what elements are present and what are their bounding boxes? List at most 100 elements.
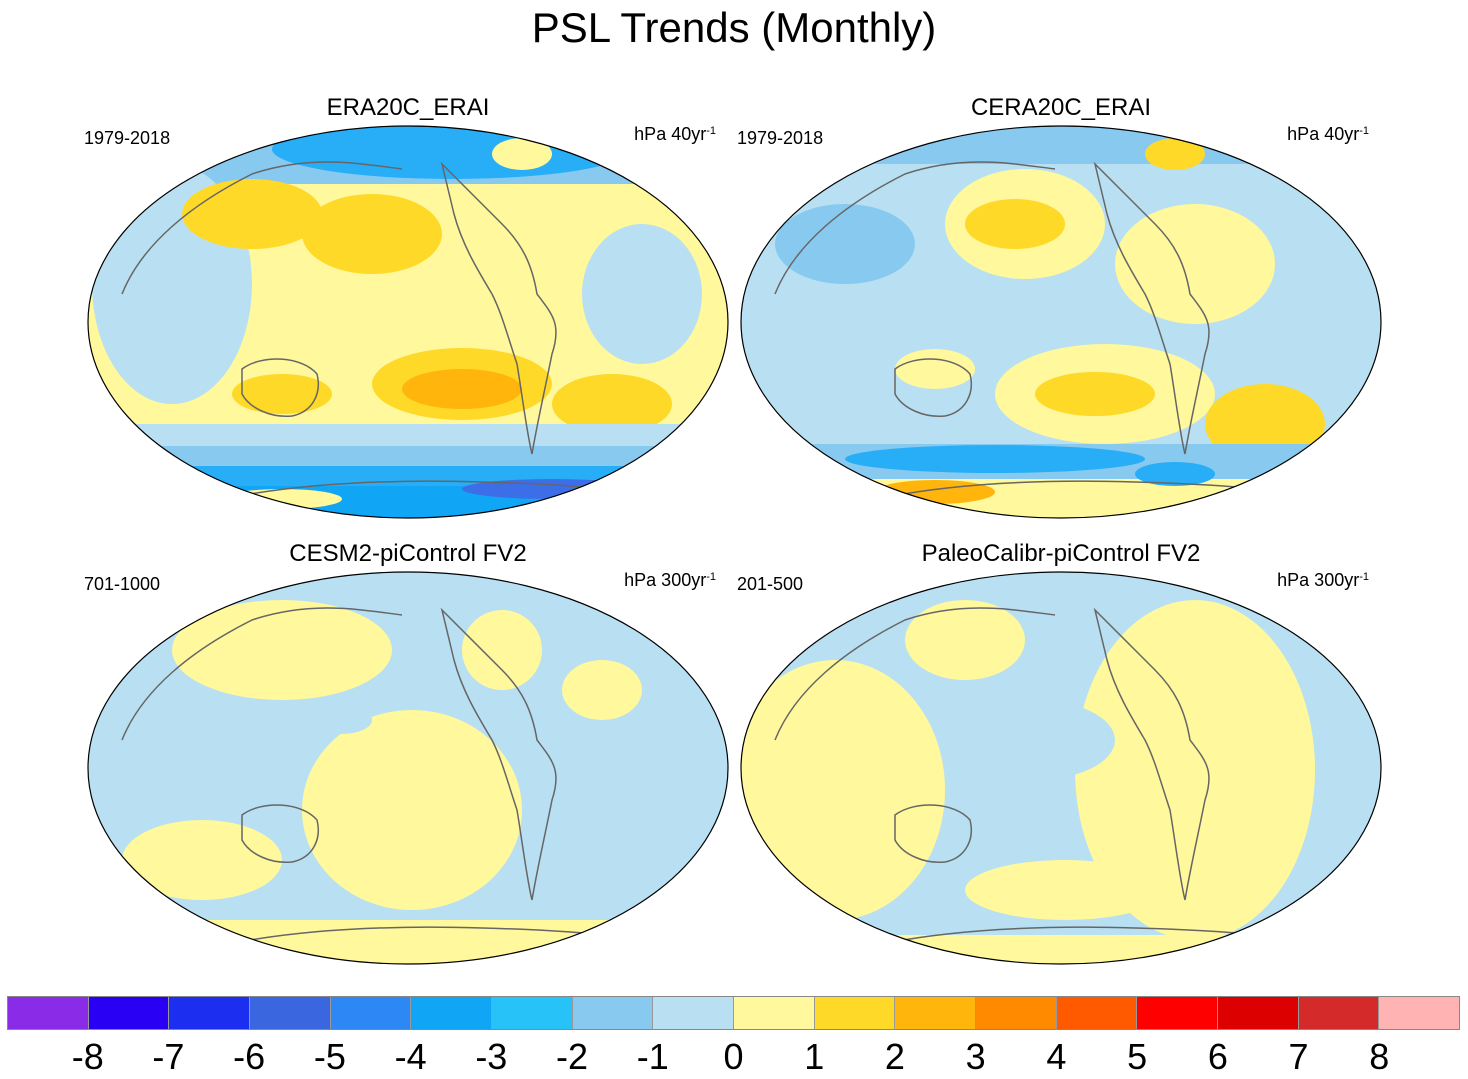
panel-unit: hPa 300yr-1 bbox=[624, 570, 716, 591]
colorbar-tick-label: -3 bbox=[475, 1036, 508, 1077]
colorbar-swatch bbox=[169, 997, 251, 1029]
field-positive-4 bbox=[965, 860, 1165, 920]
field-positive-1 bbox=[1075, 600, 1315, 940]
field-antarctic-negative bbox=[1135, 462, 1215, 486]
map-border bbox=[740, 571, 1382, 965]
colorbar-swatch bbox=[653, 997, 735, 1029]
americas-outline bbox=[1093, 161, 1210, 455]
colorbar-tick-label: 6 bbox=[1207, 1036, 1228, 1077]
colorbar-tick-label: -8 bbox=[71, 1036, 104, 1077]
map-border bbox=[740, 125, 1382, 519]
field-positive-3 bbox=[905, 600, 1025, 680]
field-antarctic-positive bbox=[222, 489, 342, 509]
field-antarctic-band bbox=[741, 479, 1381, 518]
panel-title: PaleoCalibr-piControl FV2 bbox=[921, 540, 1201, 567]
panel-unit-exponent: -1 bbox=[1359, 125, 1369, 137]
trend-field bbox=[88, 126, 728, 518]
colorbar-tick-label: 7 bbox=[1288, 1036, 1309, 1077]
field-positive-5 bbox=[462, 610, 542, 690]
field-positive-2 bbox=[302, 710, 522, 910]
field-greenland-positive bbox=[492, 138, 552, 170]
colorbar-tick-label: -6 bbox=[233, 1036, 266, 1077]
map-plot bbox=[740, 125, 1382, 519]
colorbar-swatch bbox=[734, 997, 815, 1029]
field-positive-3 bbox=[562, 660, 642, 720]
panel-unit: hPa 300yr-1 bbox=[1277, 570, 1369, 591]
field-australia-positive bbox=[232, 374, 332, 414]
field-east-pacific-positive bbox=[1115, 204, 1275, 324]
field-positive-4 bbox=[122, 820, 282, 900]
colorbar-tick-label: 4 bbox=[1046, 1036, 1067, 1077]
colorbar-swatch bbox=[572, 997, 654, 1029]
field-negative-1 bbox=[955, 700, 1115, 780]
field-positive-2 bbox=[741, 660, 945, 920]
panel-unit-base: hPa 40yr bbox=[1287, 124, 1360, 144]
field-arctic-band bbox=[741, 126, 1381, 164]
field-atlantic-east bbox=[582, 224, 702, 364]
americas-outline bbox=[440, 161, 557, 455]
field-southern-band-4 bbox=[88, 486, 728, 518]
map-panel-cera20c: CERA20C_ERAI 1979-2018 hPa 40yr-1 bbox=[735, 94, 1387, 534]
panel-unit: hPa 40yr-1 bbox=[634, 124, 716, 145]
colorbar-tick-label: -1 bbox=[636, 1036, 669, 1077]
map-plot bbox=[740, 571, 1382, 965]
field-south-pacific-core bbox=[1035, 372, 1155, 416]
map-plot bbox=[87, 125, 729, 519]
colorbar-tick-label: 0 bbox=[723, 1036, 744, 1077]
colorbar-tick-label: -5 bbox=[313, 1036, 346, 1077]
asia-outline bbox=[774, 607, 1056, 741]
colorbar-swatch bbox=[1137, 997, 1219, 1029]
colorbar-swatch bbox=[1218, 997, 1299, 1029]
colorbar-swatch bbox=[976, 997, 1057, 1029]
panel-period: 1979-2018 bbox=[737, 128, 824, 148]
map-border bbox=[87, 571, 729, 965]
map-plot bbox=[87, 571, 729, 965]
colorbar-tick-label: -2 bbox=[556, 1036, 589, 1077]
colorbar-swatch bbox=[330, 997, 412, 1029]
colorbar-tick-label: 2 bbox=[884, 1036, 905, 1077]
field-australia-positive bbox=[895, 349, 975, 389]
map-border bbox=[87, 125, 729, 519]
colorbar-tick-label: 8 bbox=[1369, 1036, 1390, 1077]
map-panel-era20c: ERA20C_ERAI 1979-2018 hPa 40yr-1 bbox=[82, 94, 734, 534]
colorbar-tick-label: -7 bbox=[152, 1036, 185, 1077]
australia-outline bbox=[894, 358, 972, 417]
panel-title: CESM2-piControl FV2 bbox=[289, 540, 527, 567]
field-antarctic-positive bbox=[875, 480, 995, 504]
colorbar-swatch bbox=[492, 997, 573, 1029]
map-panel-cesm2: CESM2-piControl FV2 701-1000 hPa 300yr-1 bbox=[82, 540, 734, 980]
asia-outline bbox=[121, 161, 403, 295]
field-greenland-positive bbox=[1145, 138, 1205, 170]
colorbar-swatch bbox=[1056, 997, 1138, 1029]
panel-unit: hPa 40yr-1 bbox=[1287, 124, 1369, 145]
field-asia-negative bbox=[775, 204, 915, 284]
australia-outline bbox=[894, 804, 972, 863]
australia-outline bbox=[241, 804, 319, 863]
colorbar-tick-label: 3 bbox=[965, 1036, 986, 1077]
main-title: PSL Trends (Monthly) bbox=[531, 4, 937, 51]
colorbar-swatch bbox=[1379, 997, 1460, 1029]
colorbar-tick-label: 5 bbox=[1127, 1036, 1148, 1077]
panel-period: 1979-2018 bbox=[84, 128, 171, 148]
colorbar-tick-label: 1 bbox=[804, 1036, 825, 1077]
field-north-pacific-core bbox=[965, 199, 1065, 249]
colorbar-swatch bbox=[250, 997, 331, 1029]
colorbar-swatch bbox=[8, 997, 89, 1029]
field-south-pacific-core bbox=[402, 369, 522, 409]
panel-period: 701-1000 bbox=[84, 574, 161, 594]
americas-outline bbox=[440, 607, 557, 901]
panel-unit-exponent: -1 bbox=[1359, 571, 1369, 583]
field-asia-positive bbox=[182, 179, 322, 249]
colorbar bbox=[7, 996, 1460, 1030]
asia-outline bbox=[774, 161, 1056, 295]
field-north-pacific-positive bbox=[302, 194, 442, 274]
panel-title: ERA20C_ERAI bbox=[326, 94, 490, 121]
panel-unit-exponent: -1 bbox=[706, 571, 716, 583]
field-negative-1 bbox=[312, 706, 372, 734]
colorbar-swatch bbox=[1298, 997, 1380, 1029]
panel-unit-base: hPa 300yr bbox=[624, 570, 707, 590]
americas-outline bbox=[1093, 607, 1210, 901]
field-southern-ocean-negative bbox=[845, 445, 1145, 473]
australia-outline bbox=[241, 358, 319, 417]
colorbar-swatch bbox=[88, 997, 170, 1029]
